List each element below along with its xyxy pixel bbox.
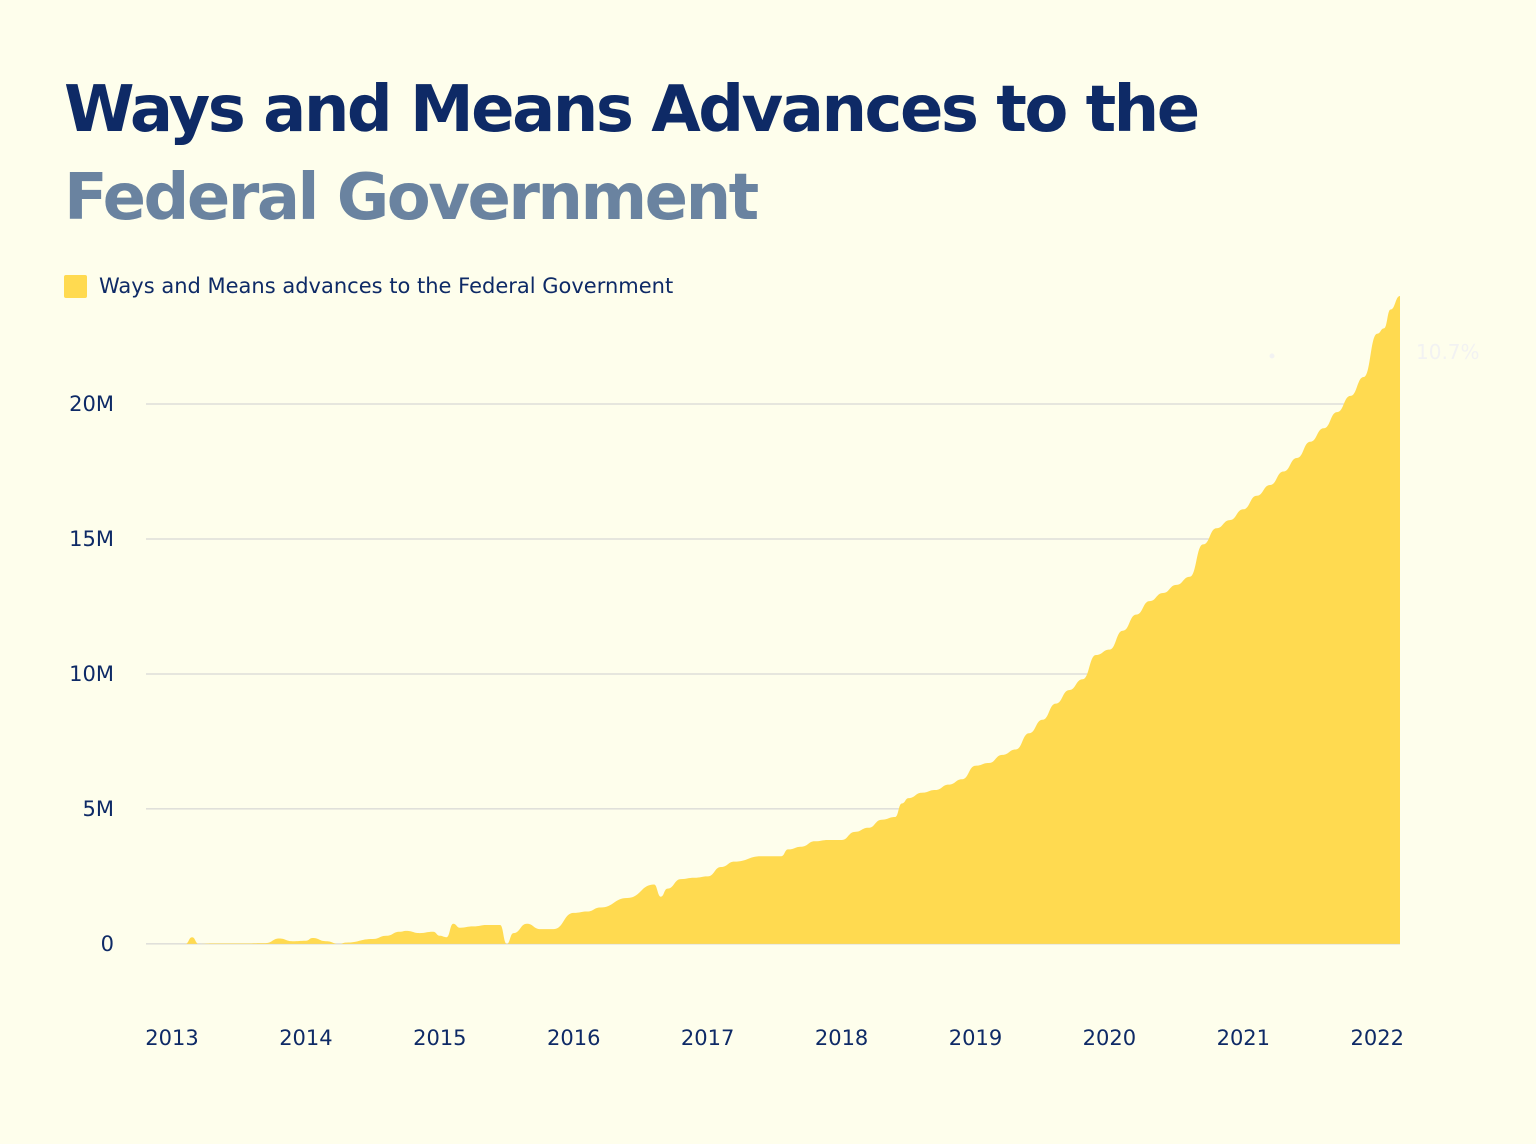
- x-tick-label: 2014: [279, 1026, 332, 1050]
- y-tick-label: 5M: [83, 797, 114, 821]
- x-tick-label: 2019: [949, 1026, 1002, 1050]
- area-series: [172, 296, 1400, 944]
- plot-area: [172, 296, 1400, 944]
- x-tick-label: 2016: [547, 1026, 600, 1050]
- x-tick-label: 2013: [145, 1026, 198, 1050]
- chart-title-line-2: Federal Government: [64, 161, 759, 235]
- axis-labels: 0 5M 10M 15M 20M 2013 2014 2015 2016 2017 2018 2019…: [69, 392, 1404, 1050]
- y-tick-label: 20M: [69, 392, 114, 416]
- y-tick-label: 10M: [69, 662, 114, 686]
- x-tick-label: 2015: [413, 1026, 466, 1050]
- y-tick-label: 0: [101, 932, 114, 956]
- annotation: 10.7%: [1269, 340, 1480, 364]
- x-tick-label: 2021: [1217, 1026, 1270, 1050]
- legend-swatch: [64, 274, 87, 298]
- y-tick-label: 15M: [69, 527, 114, 551]
- x-tick-label: 2018: [815, 1026, 868, 1050]
- chart-title: Ways and Means Advances to the Federal G…: [64, 66, 1200, 242]
- x-tick-label: 2020: [1083, 1026, 1136, 1050]
- chart-title-line-1: Ways and Means Advances to the: [64, 73, 1200, 147]
- annotation-dot: [1269, 353, 1275, 359]
- annotation-label: 10.7%: [1416, 340, 1480, 364]
- x-tick-label: 2017: [681, 1026, 734, 1050]
- legend-label: Ways and Means advances to the Federal G…: [99, 274, 674, 298]
- legend: Ways and Means advances to the Federal G…: [64, 272, 673, 300]
- x-tick-label: 2022: [1351, 1026, 1404, 1050]
